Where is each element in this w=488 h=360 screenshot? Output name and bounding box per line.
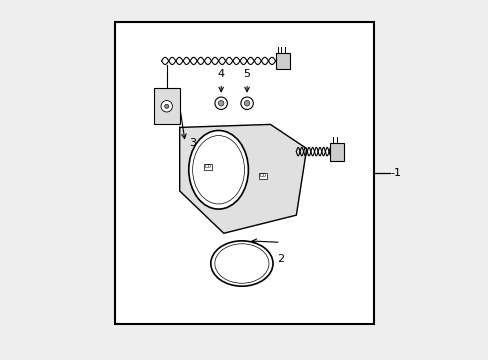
Circle shape [218, 100, 224, 106]
Text: 3: 3 [188, 138, 195, 148]
Text: 5: 5 [243, 69, 250, 79]
Text: D0: D0 [204, 164, 211, 169]
Text: 4: 4 [217, 69, 224, 79]
Circle shape [215, 97, 227, 109]
FancyBboxPatch shape [275, 53, 289, 69]
FancyBboxPatch shape [153, 88, 179, 125]
Circle shape [244, 100, 249, 106]
Circle shape [241, 97, 253, 109]
Circle shape [161, 100, 172, 112]
Circle shape [164, 104, 168, 108]
Polygon shape [179, 125, 306, 233]
Ellipse shape [188, 130, 248, 209]
Text: -1: -1 [389, 168, 401, 178]
Text: D0: D0 [259, 173, 265, 178]
FancyBboxPatch shape [329, 143, 344, 161]
Text: 2: 2 [277, 255, 284, 265]
Ellipse shape [210, 241, 272, 286]
Ellipse shape [214, 244, 268, 283]
FancyBboxPatch shape [115, 22, 373, 324]
Ellipse shape [192, 136, 244, 204]
